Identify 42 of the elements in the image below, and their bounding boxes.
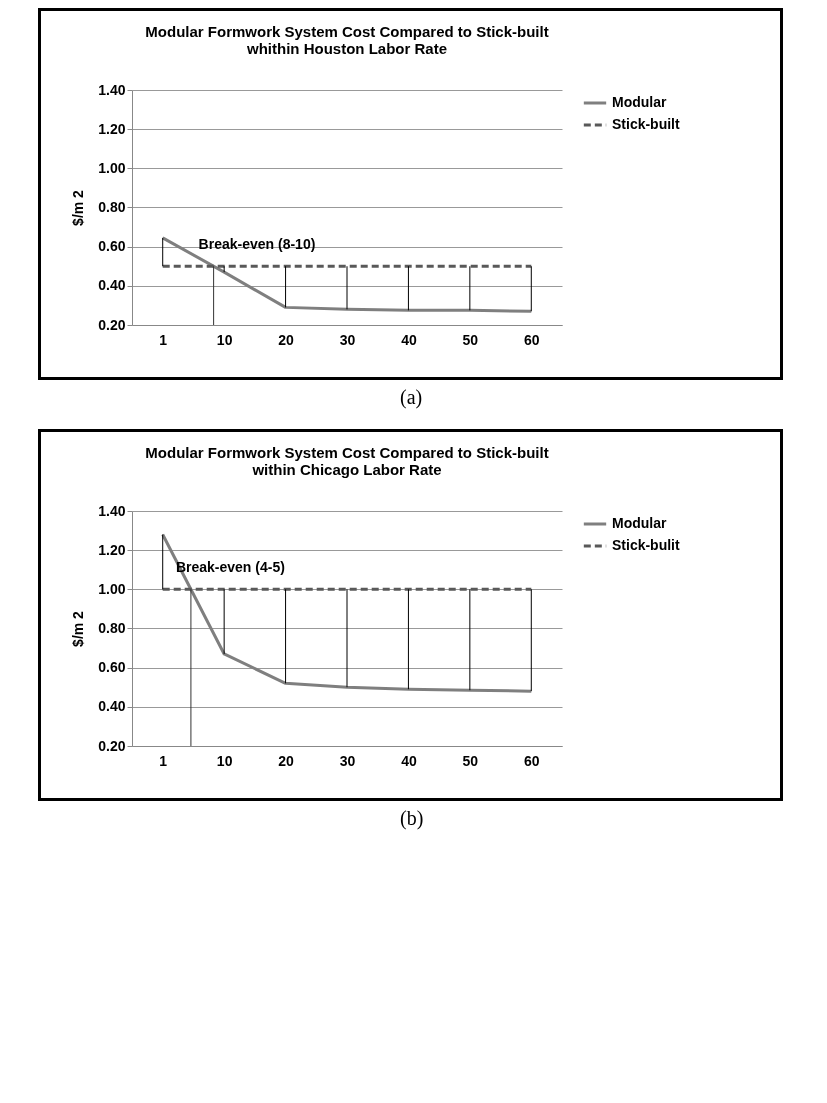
annotation: Break-even (4-5) <box>175 559 285 576</box>
annotation: Break-even (8-10) <box>198 236 316 253</box>
y-tick-label: 0.60 <box>98 659 126 676</box>
x-tick-label: 30 <box>339 331 356 348</box>
x-tick-label: 50 <box>462 331 479 348</box>
y-tick-label: 0.60 <box>98 238 126 255</box>
x-tick-label: 40 <box>401 331 417 348</box>
x-tick-label: 1 <box>159 331 168 348</box>
y-tick-label: 1.00 <box>98 580 126 597</box>
y-tick-label: 0.80 <box>98 199 126 215</box>
x-tick-label: 40 <box>401 752 417 769</box>
legend-label: Stick-built <box>612 116 681 132</box>
y-tick-label: 1.20 <box>98 120 126 137</box>
x-tick-label: 20 <box>278 331 295 348</box>
chart-title: Modular Formwork System Cost Compared to Stick-built whithin Houston Labor Rate <box>145 23 549 57</box>
y-tick-label: 1.00 <box>98 159 126 176</box>
y-tick-label: 0.80 <box>98 620 126 636</box>
line-series <box>161 533 533 693</box>
x-tick-label: 30 <box>339 752 356 769</box>
y-axis-title: $/m 2 <box>70 610 87 647</box>
y-tick-label: 0.40 <box>98 277 126 294</box>
y-tick-label: 1.40 <box>98 81 126 98</box>
x-tick-label: 10 <box>216 331 233 348</box>
legend-label: Modular <box>612 94 667 110</box>
y-tick-label: 0.20 <box>98 737 126 754</box>
x-tick-label: 60 <box>524 752 540 769</box>
line-series <box>161 236 533 313</box>
x-tick-label: 1 <box>159 752 168 769</box>
text: (b) <box>399 807 425 830</box>
x-tick-label: 60 <box>524 331 540 348</box>
text: (a) <box>399 386 424 409</box>
y-axis-title: $/m 2 <box>70 189 87 226</box>
y-tick-label: 1.20 <box>98 541 126 558</box>
x-tick-label: 50 <box>462 752 479 769</box>
legend-label: Modular <box>612 515 667 531</box>
x-tick-label: 10 <box>216 752 233 769</box>
x-tick-label: 20 <box>278 752 295 769</box>
chart-title: Modular Formwork System Cost Compared to Stick-built within Chicago Labor Rate <box>145 444 549 478</box>
y-tick-label: 0.40 <box>98 698 126 715</box>
y-tick-label: 0.20 <box>98 316 126 333</box>
y-tick-label: 1.40 <box>98 502 126 519</box>
legend-label: Stick-bulit <box>612 537 681 553</box>
